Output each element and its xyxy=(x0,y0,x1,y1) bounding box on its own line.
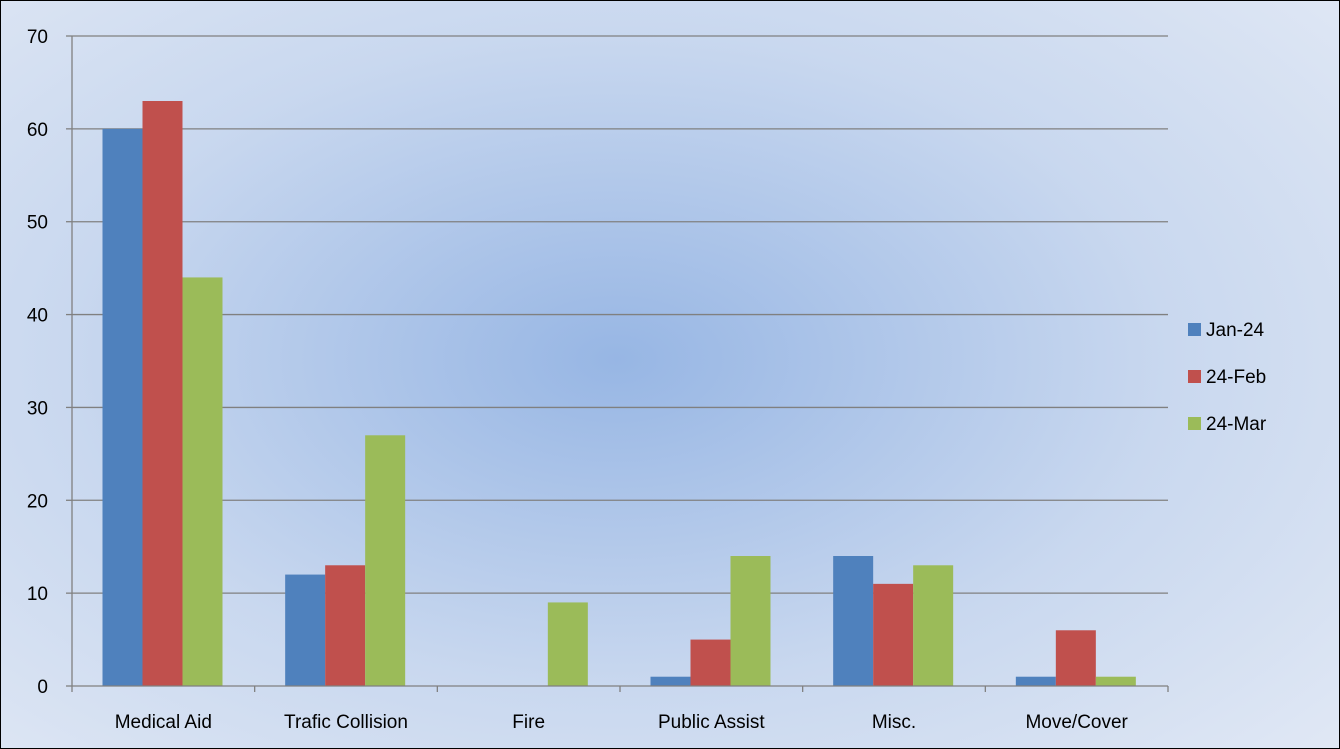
bar-24-feb-public-assist xyxy=(690,639,731,686)
legend-swatch xyxy=(1188,417,1201,430)
y-tick-label: 50 xyxy=(27,213,48,234)
y-tick-label: 30 xyxy=(27,398,48,419)
bar-24-mar-move-cover xyxy=(1095,676,1136,686)
y-tick-label: 0 xyxy=(37,677,48,698)
y-tick-label: 60 xyxy=(27,120,48,141)
bar-jan-24-misc- xyxy=(833,556,874,686)
bar-24-feb-misc- xyxy=(873,583,914,686)
bar-24-mar-misc- xyxy=(913,565,954,686)
bar-jan-24-move-cover xyxy=(1015,676,1056,686)
bar-24-mar-trafic-collision xyxy=(365,435,406,686)
legend-label: 24-Mar xyxy=(1206,414,1267,435)
x-category-label: Medical Aid xyxy=(115,712,212,733)
legend-swatch xyxy=(1188,323,1201,336)
x-category-label: Fire xyxy=(512,712,545,733)
x-category-label: Move/Cover xyxy=(1025,712,1128,733)
bar-24-feb-move-cover xyxy=(1055,630,1096,686)
x-category-label: Trafic Collision xyxy=(284,712,408,733)
axes: 0 10 20 30 40 50 60 70 Medical Aid Trafic Collisi… xyxy=(27,27,1169,733)
bar-24-mar-public-assist xyxy=(730,556,771,686)
x-category-label: Misc. xyxy=(872,712,916,733)
legend-label: Jan-24 xyxy=(1206,320,1265,341)
y-tick-label: 20 xyxy=(27,491,48,512)
y-tick-label: 40 xyxy=(27,306,48,327)
y-tick-label: 70 xyxy=(27,27,48,48)
legend: Jan-24 24-Feb 24-Mar xyxy=(1188,320,1267,435)
y-tick-label: 10 xyxy=(27,584,48,605)
bar-24-feb-trafic-collision xyxy=(325,565,366,686)
bar-jan-24-trafic-collision xyxy=(285,574,326,686)
x-category-label: Public Assist xyxy=(658,712,765,733)
bar-jan-24-medical-aid xyxy=(102,128,143,686)
bars xyxy=(102,101,1136,686)
legend-label: 24-Feb xyxy=(1206,367,1266,388)
legend-swatch xyxy=(1188,370,1201,383)
gridlines xyxy=(72,35,1168,594)
bar-24-mar-medical-aid xyxy=(182,277,223,686)
bar-24-mar-fire xyxy=(547,602,588,686)
bar-24-feb-medical-aid xyxy=(142,101,183,686)
bar-jan-24-public-assist xyxy=(650,676,691,686)
